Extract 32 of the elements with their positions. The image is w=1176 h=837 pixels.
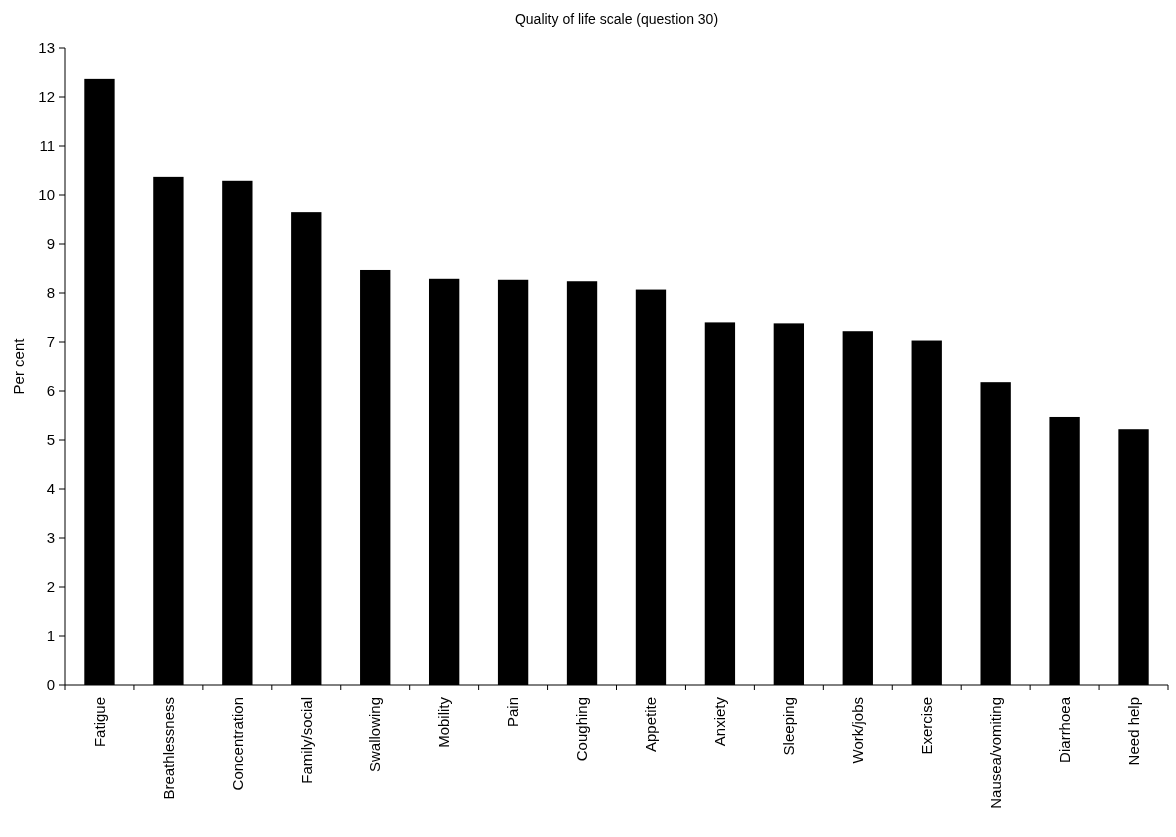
y-tick-label: 7 [46,333,55,351]
y-tick-label: 8 [46,284,55,302]
y-tick-label: 4 [46,480,55,498]
x-tick-label: Need help [1124,697,1142,766]
x-tick-label: Nausea/vomiting [986,697,1004,809]
x-tick-label: Anxiety [711,696,729,747]
x-tick-label: Breathlessness [159,697,177,800]
x-tick-label: Family/social [297,697,315,784]
y-tick-label: 12 [38,88,55,106]
y-tick-label: 5 [46,431,55,449]
y-tick-label: 2 [46,578,55,596]
x-tick-label: Swallowing [366,697,384,773]
y-tick-label: 10 [38,186,55,204]
y-tick-label: 1 [46,627,55,645]
y-tick-label: 3 [46,529,55,547]
y-tick-label: 11 [39,137,55,155]
x-tick-label: Exercise [917,697,935,755]
x-tick-label: Mobility [435,696,453,748]
x-tick-label: Fatigue [90,697,108,748]
x-tick-label: Pain [504,697,522,728]
x-tick-label: Concentration [228,697,246,791]
y-axis-title: Per cent [10,337,27,395]
x-tick-label: Diarrhoea [1055,696,1073,763]
x-tick-label: Sleeping [780,697,798,756]
x-tick-label: Appetite [642,697,660,753]
x-tick-label: Work/jobs [849,697,867,764]
y-tick-label: 0 [46,676,55,694]
y-tick-label: 13 [38,39,55,57]
chart-title: Quality of life scale (question 30) [514,11,719,27]
y-tick-label: 6 [46,382,55,400]
y-tick-label: 9 [46,235,55,253]
x-tick-label: Coughing [573,697,591,762]
